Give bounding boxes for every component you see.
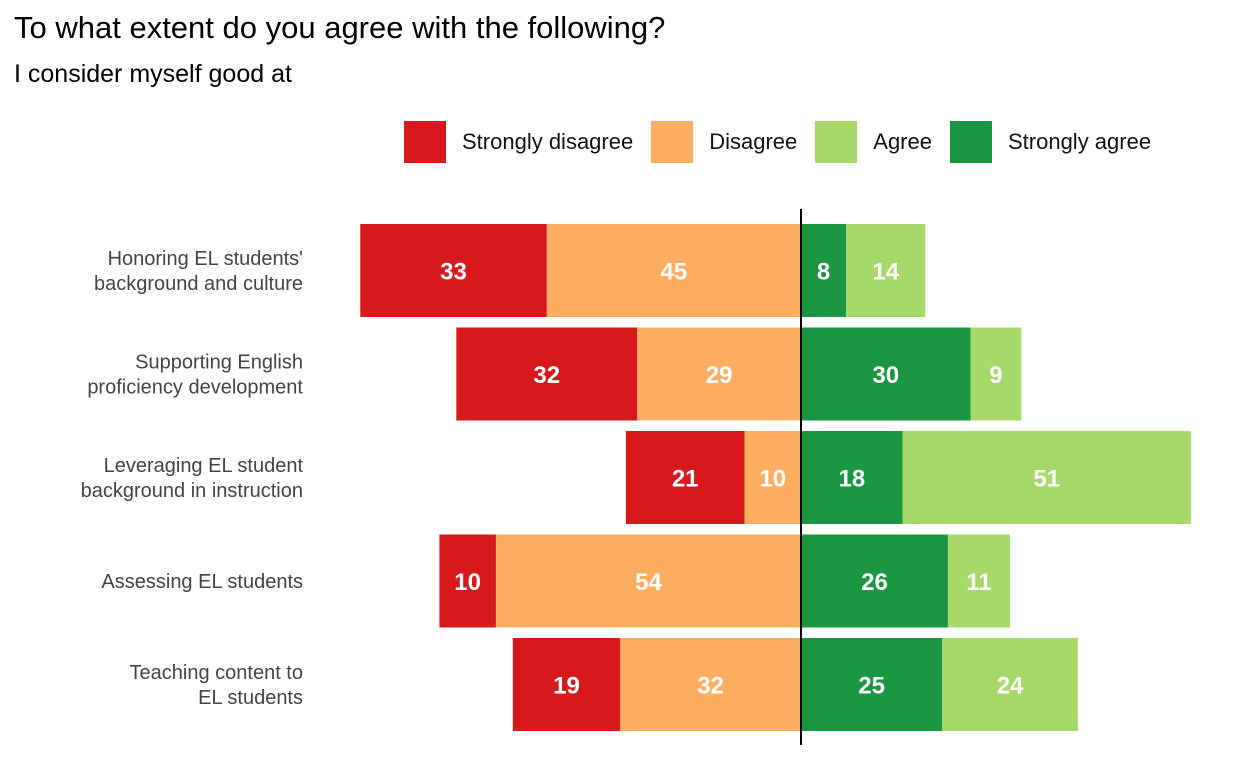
bar-value-label: 10 <box>759 466 786 493</box>
legend-label-strongly-disagree: Strongly disagree <box>462 129 634 154</box>
bar-strongly-agree <box>801 431 903 524</box>
bar-disagree <box>546 224 801 317</box>
bar-agree <box>846 224 926 317</box>
bar-strongly-agree <box>801 638 943 731</box>
category-label-line: background and culture <box>94 273 303 295</box>
legend-label-strongly-agree: Strongly agree <box>1007 129 1152 154</box>
bar-value-label: 24 <box>997 673 1024 700</box>
category-label-line: Leveraging EL student <box>104 455 304 477</box>
category-label-line: Supporting English <box>135 352 303 374</box>
bar-strongly-disagree <box>360 224 547 317</box>
legend-swatch-strongly-disagree <box>404 121 446 163</box>
bar-value-label: 14 <box>872 259 899 286</box>
legend-item-agree: Agree <box>815 121 932 163</box>
legend: Strongly disagree Disagree Agree Strongl… <box>404 121 1169 163</box>
bar-value-label: 11 <box>966 569 991 596</box>
bar-value-label: 8 <box>817 259 830 286</box>
legend-label-agree: Agree <box>873 129 932 154</box>
bar-disagree <box>620 638 801 731</box>
bar-value-label: 19 <box>553 673 580 700</box>
category-label: Teaching content to EL students <box>130 662 303 709</box>
bar-strongly-agree <box>801 534 948 628</box>
category-label-line: Honoring EL students' <box>108 248 303 270</box>
bar-value-label: 25 <box>858 673 885 700</box>
bar-value-label: 18 <box>838 466 865 493</box>
bar-value-label: 54 <box>635 569 662 596</box>
legend-label-disagree: Disagree <box>709 129 798 154</box>
bar-value-label: 9 <box>989 362 1002 389</box>
bar-value-label: 51 <box>1033 466 1060 493</box>
legend-item-strongly-disagree: Strongly disagree <box>404 121 633 163</box>
legend-swatch-strongly-agree <box>949 121 992 163</box>
category-label: Leveraging EL student background in instr… <box>81 455 304 502</box>
bar-agree <box>970 327 1022 421</box>
chart-title: To what extent do you agree with the fol… <box>14 10 666 45</box>
chart-subtitle: I consider myself good at <box>14 60 292 88</box>
bar-value-label: 33 <box>440 259 467 286</box>
bar-strongly-disagree <box>456 327 638 421</box>
legend-swatch-agree <box>815 121 858 163</box>
category-label-line: EL students <box>198 687 303 709</box>
bar-value-label: 32 <box>697 673 724 700</box>
legend-swatch-disagree <box>651 121 694 163</box>
legend-item-strongly-agree: Strongly agree <box>949 121 1152 163</box>
category-label: Supporting English proficiency developmen… <box>87 352 303 399</box>
bar-strongly-agree <box>801 327 971 421</box>
bar-disagree <box>495 534 801 628</box>
bar-agree <box>942 638 1078 731</box>
category-label-line: Assessing EL students <box>101 571 303 593</box>
bar-strongly-disagree <box>512 638 621 731</box>
bar-value-label: 45 <box>661 259 688 286</box>
category-label: Honoring EL students' background and cult… <box>94 248 303 295</box>
bar-strongly-disagree <box>625 431 745 524</box>
category-label-line: proficiency development <box>87 377 303 399</box>
bar-agree <box>902 431 1191 524</box>
bar-disagree <box>637 327 801 421</box>
category-label-line: background in instruction <box>81 480 303 502</box>
bar-value-label: 32 <box>533 362 560 389</box>
bar-agree <box>947 534 1011 628</box>
bar-strongly-disagree <box>439 534 496 628</box>
bar-value-label: 30 <box>872 362 899 389</box>
bar-value-label: 29 <box>706 362 733 389</box>
bar-value-label: 26 <box>861 569 888 596</box>
bar-strongly-agree <box>801 224 847 317</box>
bar-value-label: 21 <box>672 466 699 493</box>
category-label: Assessing EL students <box>101 571 303 593</box>
bar-value-label: 10 <box>454 569 481 596</box>
category-label-line: Teaching content to <box>130 662 303 684</box>
legend-item-disagree: Disagree <box>651 121 797 163</box>
bar-disagree <box>744 431 801 524</box>
